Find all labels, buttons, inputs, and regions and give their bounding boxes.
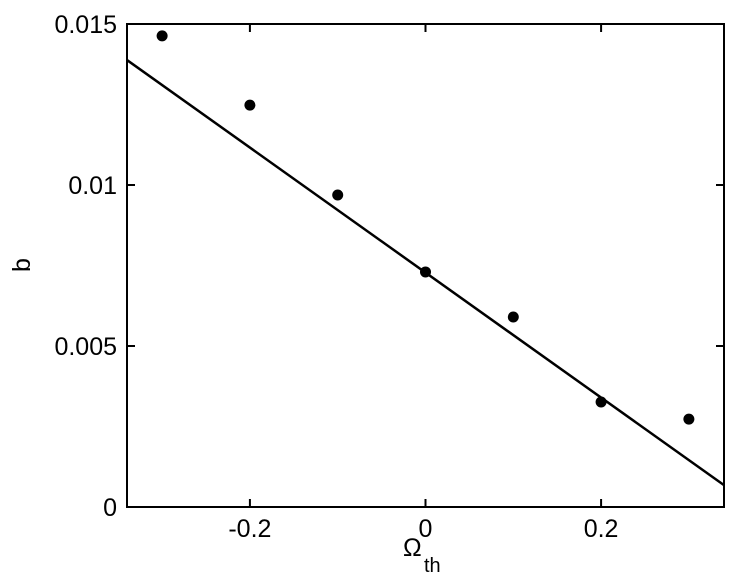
y-axis-label: b: [8, 258, 36, 272]
x-axis-label-subscript: th: [424, 555, 441, 577]
point: [332, 189, 344, 201]
point: [507, 311, 519, 323]
y-tick-label: 0.005: [54, 333, 117, 361]
point: [595, 396, 607, 408]
point: [683, 413, 695, 425]
y-tick-label: 0: [103, 494, 117, 522]
x-tick-label: 0.2: [584, 515, 619, 543]
y-tick-label: 0.015: [54, 11, 117, 39]
x-tick-label: -0.2: [228, 515, 271, 543]
y-tick-label: 0.01: [68, 172, 117, 200]
point: [420, 266, 431, 278]
point: [244, 99, 256, 111]
x-tick-label: 0: [419, 515, 433, 543]
plot-frame: [126, 23, 725, 508]
x-axis-label: Ω: [403, 534, 422, 562]
point: [156, 30, 168, 42]
